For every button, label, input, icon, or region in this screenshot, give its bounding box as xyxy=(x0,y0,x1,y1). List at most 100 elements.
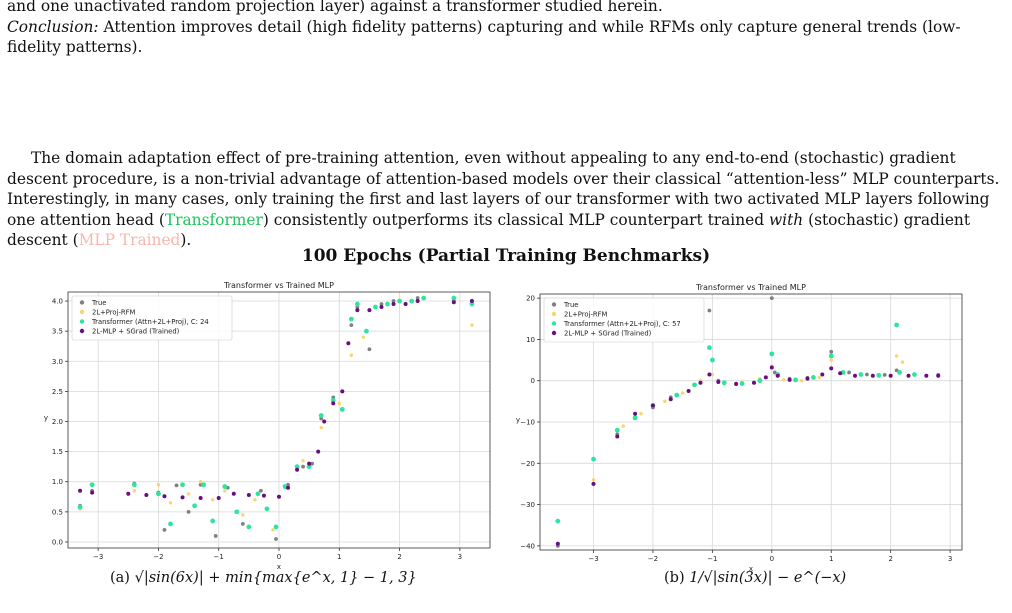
x-tick-label: 3 xyxy=(948,555,952,563)
point-series-2 xyxy=(451,295,457,301)
x-tick-label: −3 xyxy=(93,553,103,561)
point-series-2 xyxy=(421,295,427,301)
point-series-0 xyxy=(882,373,887,377)
point-series-1 xyxy=(894,354,899,358)
y-tick-label: 0.0 xyxy=(52,538,63,546)
point-series-2 xyxy=(354,301,360,307)
x-axis-label: x xyxy=(277,563,281,571)
point-series-0 xyxy=(186,509,191,514)
legend-box xyxy=(543,297,705,343)
point-series-2 xyxy=(318,413,324,418)
point-series-2 xyxy=(709,357,715,363)
point-series-3 xyxy=(295,467,300,472)
point-series-2 xyxy=(811,375,816,380)
point-series-2 xyxy=(168,521,173,527)
point-series-2 xyxy=(210,518,216,524)
point-series-0 xyxy=(847,370,851,375)
point-series-2 xyxy=(348,316,354,322)
x-tick-label: −3 xyxy=(588,555,598,563)
y-axis-label: y xyxy=(44,414,48,422)
point-series-1 xyxy=(241,513,245,517)
point-series-2 xyxy=(469,301,475,307)
point-series-3 xyxy=(888,373,893,378)
point-series-3 xyxy=(346,341,351,346)
point-series-3 xyxy=(90,490,95,495)
transformer-link[interactable]: Transformer xyxy=(164,210,263,229)
with-emphasis: with xyxy=(768,210,804,229)
point-series-0 xyxy=(259,488,263,493)
point-series-3 xyxy=(261,493,266,498)
body-text-2: ) consistently outperforms its classical… xyxy=(262,210,769,229)
point-series-2 xyxy=(180,482,185,488)
legend-label-3: 2L-MLP + SGrad (Trained) xyxy=(564,330,652,338)
point-series-1 xyxy=(621,424,625,428)
point-series-0 xyxy=(415,296,420,300)
point-series-2 xyxy=(674,392,680,398)
y-tick-label: −20 xyxy=(520,460,535,468)
point-series-2 xyxy=(876,372,882,378)
x-tick-label: 3 xyxy=(458,553,462,561)
point-series-3 xyxy=(734,382,739,387)
point-series-3 xyxy=(686,389,691,394)
point-series-3 xyxy=(751,380,756,385)
point-series-3 xyxy=(650,403,655,408)
point-series-3 xyxy=(615,434,620,439)
mlp-trained-link[interactable]: MLP Trained xyxy=(78,231,181,249)
point-series-3 xyxy=(936,373,941,378)
point-series-3 xyxy=(707,372,712,377)
point-series-2 xyxy=(246,524,252,530)
legend-label-0: True xyxy=(91,299,106,307)
point-series-2 xyxy=(373,304,378,310)
point-series-2 xyxy=(339,407,345,412)
point-series-3 xyxy=(469,299,474,304)
point-series-3 xyxy=(403,302,408,307)
x-tick-label: 1 xyxy=(829,555,833,563)
point-series-2 xyxy=(858,372,864,377)
y-axis-label: y xyxy=(516,416,520,424)
point-series-2 xyxy=(757,378,763,384)
y-tick-label: −40 xyxy=(520,542,535,550)
point-series-1 xyxy=(781,378,786,382)
point-series-2 xyxy=(739,381,745,386)
point-series-0 xyxy=(367,347,372,352)
point-series-3 xyxy=(906,373,911,378)
point-series-2 xyxy=(793,377,798,383)
point-series-3 xyxy=(355,308,360,313)
y-tick-label: −10 xyxy=(520,419,535,427)
y-tick-label: 3.5 xyxy=(52,328,63,336)
point-series-3 xyxy=(716,379,721,384)
point-series-2 xyxy=(306,464,312,470)
point-series-2 xyxy=(264,506,270,512)
point-series-0 xyxy=(769,296,774,301)
point-series-1 xyxy=(349,353,354,357)
legend-marker-2 xyxy=(551,321,557,326)
point-series-1 xyxy=(168,501,173,505)
y-tick-label: 0 xyxy=(531,377,535,385)
legend-label-2: Transformer (Attn+2L+Proj), C: 24 xyxy=(91,318,209,326)
figure-title: 100 Epochs (Partial Training Benchmarks) xyxy=(301,246,711,266)
point-series-2 xyxy=(721,380,727,386)
point-series-2 xyxy=(555,518,561,524)
point-series-0 xyxy=(865,372,869,377)
legend-label-2: Transformer (Attn+2L+Proj), C: 57 xyxy=(563,320,681,328)
legend-marker-2 xyxy=(79,319,85,324)
y-tick-label: 20 xyxy=(526,295,535,303)
point-series-3 xyxy=(286,485,291,490)
point-series-1 xyxy=(799,379,804,383)
point-series-3 xyxy=(246,492,251,497)
point-series-2 xyxy=(89,482,95,488)
chart-title: Transformer vs Trained MLP xyxy=(695,283,806,292)
point-series-1 xyxy=(223,489,227,493)
legend-box xyxy=(71,295,233,341)
point-series-3 xyxy=(805,376,810,381)
point-series-3 xyxy=(853,373,858,378)
y-tick-label: 10 xyxy=(526,336,535,344)
legend-marker-0 xyxy=(79,300,85,305)
point-series-3 xyxy=(180,495,185,500)
intro-line: and one unactivated random projection la… xyxy=(7,0,663,15)
point-series-2 xyxy=(397,298,402,304)
point-series-3 xyxy=(316,449,321,454)
x-tick-label: −1 xyxy=(214,553,224,561)
